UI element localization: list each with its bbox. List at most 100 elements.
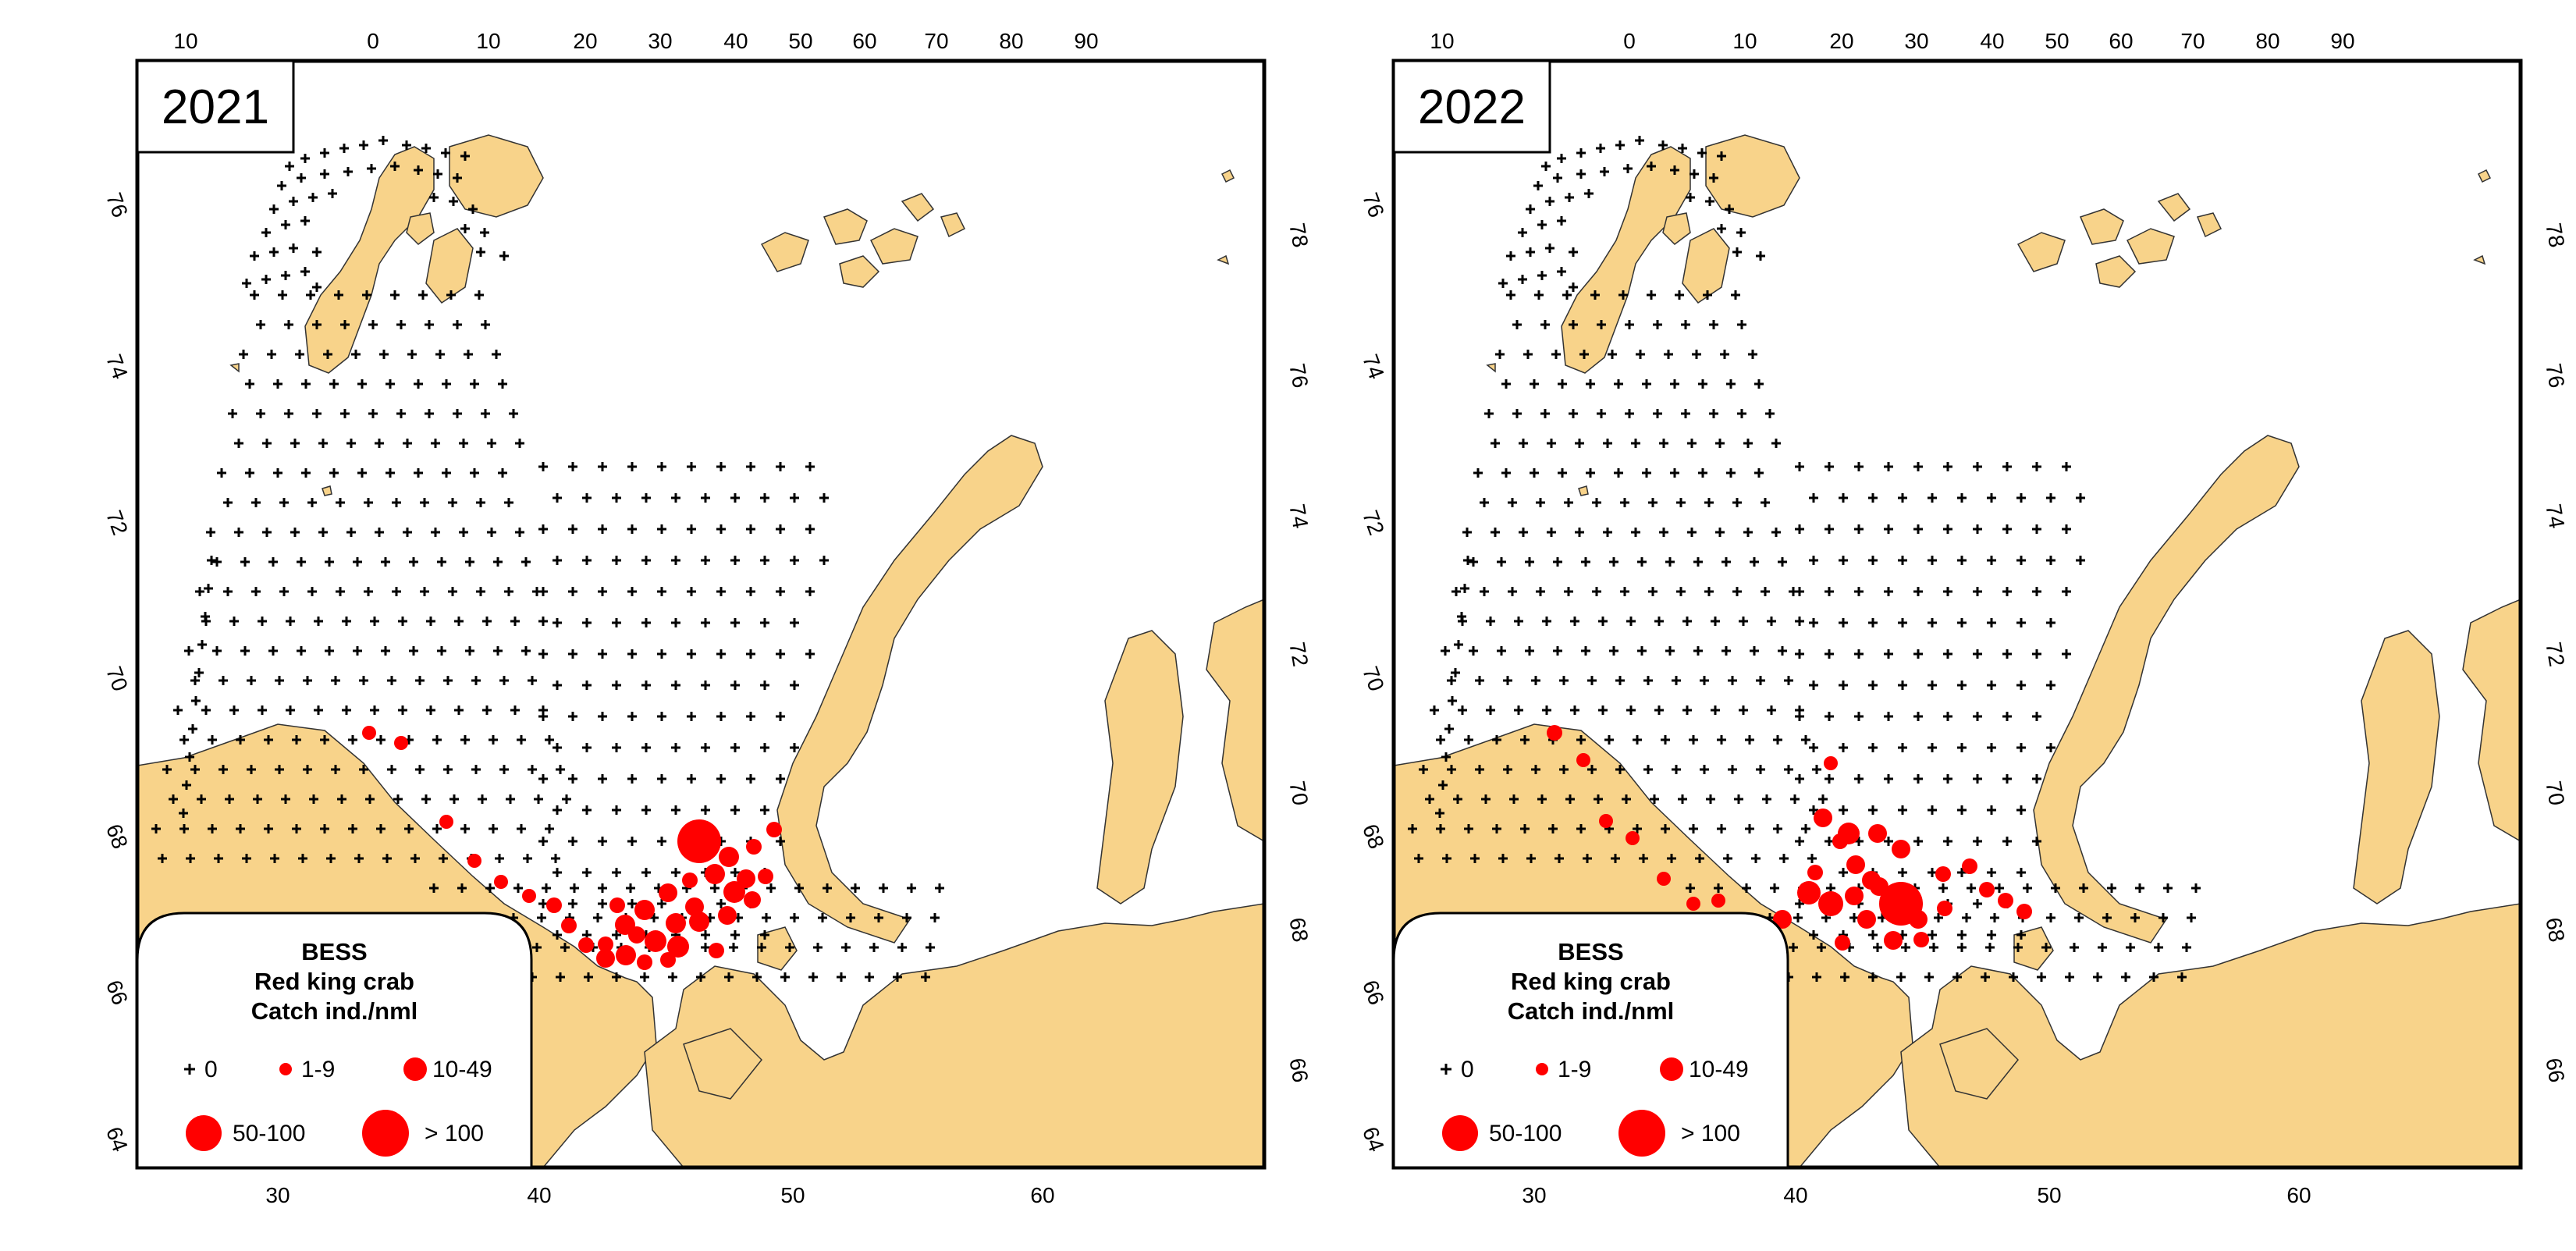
right-tick-label: 76 bbox=[1284, 361, 1313, 389]
station-zero-marker bbox=[289, 197, 298, 206]
station-zero-marker bbox=[1592, 498, 1601, 507]
legend-symbol-1-9 bbox=[1536, 1063, 1548, 1075]
station-zero-marker bbox=[790, 681, 799, 690]
land-polygon bbox=[1682, 228, 1730, 304]
legend-symbol-50-100 bbox=[1442, 1115, 1478, 1151]
station-zero-marker bbox=[421, 794, 431, 804]
station-zero-marker bbox=[504, 498, 513, 507]
station-zero-marker bbox=[687, 774, 696, 784]
station-zero-marker bbox=[328, 189, 337, 198]
station-zero-marker bbox=[716, 524, 726, 534]
station-zero-marker bbox=[776, 837, 785, 846]
station-zero-marker bbox=[295, 350, 304, 359]
catch-marker bbox=[1862, 871, 1881, 890]
station-zero-marker bbox=[1709, 320, 1718, 329]
station-zero-marker bbox=[532, 943, 542, 952]
station-zero-marker bbox=[687, 587, 696, 596]
station-zero-marker bbox=[1558, 379, 1567, 389]
station-zero-marker bbox=[1537, 220, 1547, 229]
station-zero-marker bbox=[240, 557, 250, 567]
catch-marker bbox=[598, 936, 613, 952]
station-zero-marker bbox=[1717, 151, 1726, 161]
station-zero-marker bbox=[498, 379, 507, 389]
top-tick-label: 10 bbox=[1732, 29, 1757, 53]
station-zero-marker bbox=[300, 154, 310, 163]
station-zero-marker bbox=[390, 162, 400, 171]
station-zero-marker bbox=[1451, 668, 1460, 677]
station-zero-marker bbox=[382, 854, 392, 863]
station-zero-marker bbox=[368, 320, 378, 329]
station-zero-marker bbox=[499, 765, 509, 774]
catch-marker bbox=[494, 875, 508, 889]
station-zero-marker bbox=[208, 824, 217, 833]
station-zero-marker bbox=[568, 524, 577, 534]
station-zero-marker bbox=[1943, 649, 1952, 659]
station-zero-marker bbox=[612, 743, 621, 752]
station-zero-marker bbox=[568, 837, 577, 846]
catch-marker bbox=[667, 936, 689, 958]
station-zero-marker bbox=[1801, 824, 1810, 833]
station-zero-marker bbox=[158, 854, 167, 863]
station-zero-marker bbox=[364, 587, 373, 596]
station-zero-marker bbox=[1754, 468, 1764, 478]
station-zero-marker bbox=[474, 290, 484, 300]
station-zero-marker bbox=[179, 809, 188, 818]
station-zero-marker bbox=[195, 587, 204, 596]
station-zero-marker bbox=[716, 774, 726, 784]
station-zero-marker bbox=[2023, 883, 2032, 893]
bottom-tick-label: 30 bbox=[1522, 1183, 1546, 1207]
station-zero-marker bbox=[1547, 528, 1556, 537]
station-zero-marker bbox=[785, 943, 794, 952]
station-zero-marker bbox=[339, 144, 349, 153]
catch-marker bbox=[1835, 935, 1850, 951]
station-zero-marker bbox=[582, 556, 592, 565]
land-polygon bbox=[757, 926, 798, 971]
station-zero-marker bbox=[534, 794, 543, 804]
station-zero-marker bbox=[250, 251, 259, 261]
station-zero-marker bbox=[343, 167, 353, 176]
map-panel-2022: 10 0 10 20 30 40 50 60 70 80 90 2022 76 74 72 70 68 66 64 7… bbox=[1358, 29, 2569, 1207]
station-zero-marker bbox=[1486, 705, 1495, 715]
station-zero-marker bbox=[1469, 646, 1478, 656]
station-zero-marker bbox=[1553, 173, 1562, 183]
station-zero-marker bbox=[1639, 854, 1648, 863]
station-zero-marker bbox=[612, 930, 621, 940]
land-polygon bbox=[1217, 254, 1230, 265]
station-zero-marker bbox=[1609, 646, 1618, 656]
left-tick-label: 72 bbox=[101, 507, 133, 538]
top-tick-label: 10 bbox=[476, 29, 500, 53]
station-zero-marker bbox=[2074, 913, 2084, 922]
station-zero-marker bbox=[1938, 883, 1948, 893]
station-zero-marker bbox=[1987, 681, 1996, 690]
top-tick-label: 50 bbox=[788, 29, 812, 53]
station-zero-marker bbox=[805, 524, 815, 534]
station-zero-marker bbox=[1825, 649, 1834, 659]
station-zero-marker bbox=[1611, 854, 1620, 863]
station-zero-marker bbox=[1737, 409, 1746, 418]
station-zero-marker bbox=[1928, 930, 1937, 940]
station-zero-marker bbox=[204, 584, 213, 593]
station-zero-marker bbox=[1586, 379, 1595, 389]
station-zero-marker bbox=[307, 587, 317, 596]
station-zero-marker bbox=[1615, 765, 1625, 774]
land-polygon bbox=[2353, 630, 2440, 904]
catch-marker bbox=[689, 912, 709, 932]
station-zero-marker bbox=[1929, 943, 1938, 952]
top-tick-label: 80 bbox=[2255, 29, 2279, 53]
station-zero-marker bbox=[398, 617, 407, 626]
station-zero-marker bbox=[517, 824, 526, 833]
station-zero-marker bbox=[1884, 712, 1893, 721]
legend-symbol-zero bbox=[184, 1064, 195, 1075]
station-zero-marker bbox=[1622, 794, 1631, 804]
station-zero-marker bbox=[1436, 824, 1445, 833]
station-zero-marker bbox=[1598, 705, 1608, 715]
station-zero-marker bbox=[2016, 681, 2026, 690]
station-zero-marker bbox=[1868, 556, 1878, 565]
station-zero-marker bbox=[364, 498, 373, 507]
station-zero-marker bbox=[1704, 587, 1714, 596]
station-zero-marker bbox=[414, 165, 423, 175]
catch-marker bbox=[1868, 824, 1887, 843]
station-zero-marker bbox=[2013, 943, 2023, 952]
station-zero-marker bbox=[1625, 409, 1634, 418]
top-tick-label: 50 bbox=[2045, 29, 2069, 53]
